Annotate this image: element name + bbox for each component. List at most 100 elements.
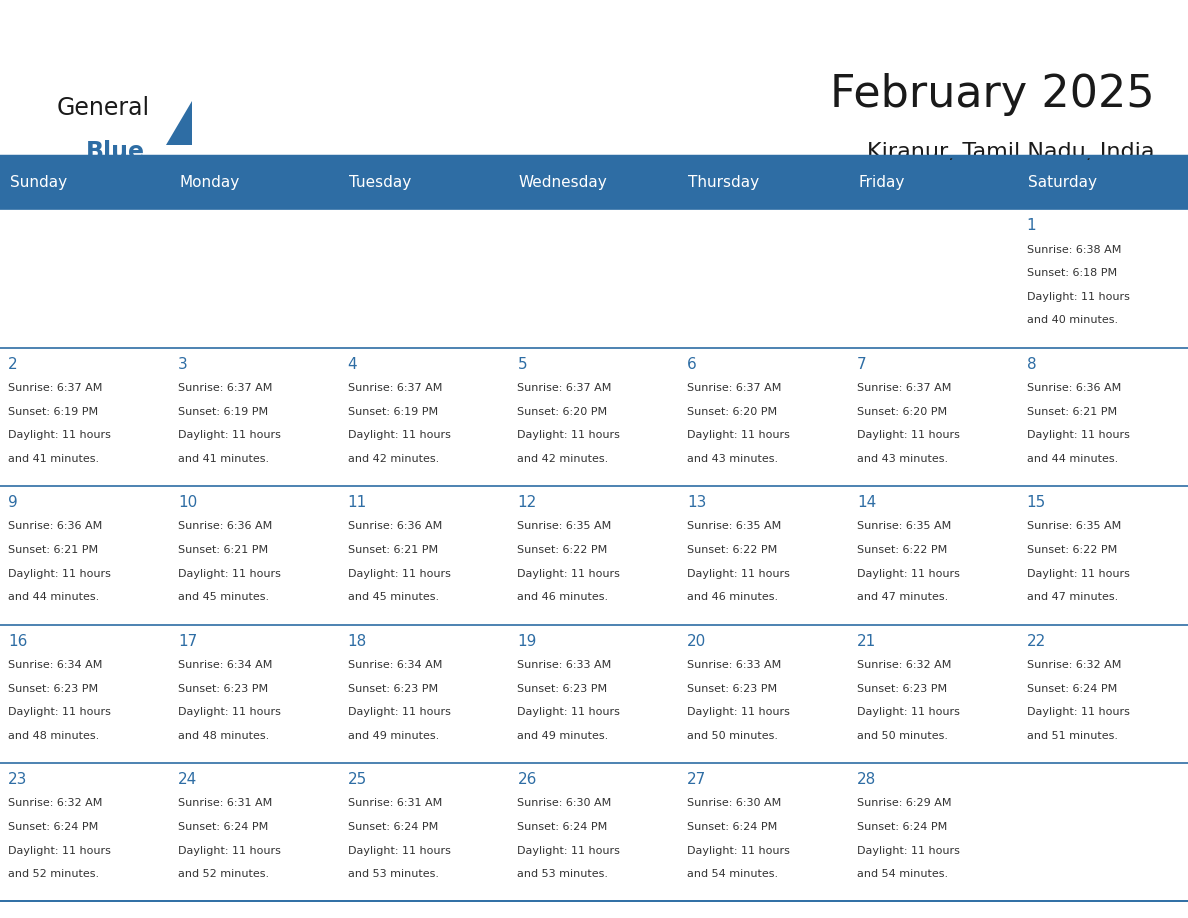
Text: Sunset: 6:24 PM: Sunset: 6:24 PM	[178, 822, 268, 832]
Text: 15: 15	[1026, 496, 1045, 510]
Text: Daylight: 11 hours: Daylight: 11 hours	[518, 568, 620, 578]
Text: Saturday: Saturday	[1028, 175, 1097, 190]
Text: Daylight: 11 hours: Daylight: 11 hours	[8, 568, 112, 578]
Text: Sunrise: 6:34 AM: Sunrise: 6:34 AM	[178, 660, 272, 670]
Text: Daylight: 11 hours: Daylight: 11 hours	[1026, 292, 1130, 302]
Text: Sunset: 6:24 PM: Sunset: 6:24 PM	[348, 822, 438, 832]
Text: 3: 3	[178, 357, 188, 372]
Text: and 43 minutes.: and 43 minutes.	[857, 453, 948, 464]
Text: Sunset: 6:21 PM: Sunset: 6:21 PM	[348, 545, 438, 555]
Bar	[0, 487, 1188, 624]
Text: Sunrise: 6:34 AM: Sunrise: 6:34 AM	[348, 660, 442, 670]
Text: 4: 4	[348, 357, 358, 372]
Text: Daylight: 11 hours: Daylight: 11 hours	[348, 431, 450, 441]
Text: 8: 8	[1026, 357, 1036, 372]
Text: and 48 minutes.: and 48 minutes.	[178, 731, 270, 741]
Text: 20: 20	[687, 633, 707, 649]
Text: Daylight: 11 hours: Daylight: 11 hours	[1026, 568, 1130, 578]
Text: Wednesday: Wednesday	[519, 175, 607, 190]
Text: 16: 16	[8, 633, 27, 649]
Text: Sunset: 6:22 PM: Sunset: 6:22 PM	[1026, 545, 1117, 555]
Text: and 46 minutes.: and 46 minutes.	[518, 592, 608, 602]
Text: 11: 11	[348, 496, 367, 510]
Text: Sunset: 6:21 PM: Sunset: 6:21 PM	[178, 545, 268, 555]
Text: Sunrise: 6:29 AM: Sunrise: 6:29 AM	[857, 799, 952, 809]
Text: and 45 minutes.: and 45 minutes.	[348, 592, 438, 602]
Text: Daylight: 11 hours: Daylight: 11 hours	[518, 431, 620, 441]
Text: Sunrise: 6:35 AM: Sunrise: 6:35 AM	[687, 521, 782, 532]
Text: Sunrise: 6:36 AM: Sunrise: 6:36 AM	[1026, 383, 1120, 393]
Text: Sunset: 6:22 PM: Sunset: 6:22 PM	[857, 545, 947, 555]
Text: and 54 minutes.: and 54 minutes.	[857, 869, 948, 879]
Text: Sunset: 6:22 PM: Sunset: 6:22 PM	[518, 545, 608, 555]
Text: 21: 21	[857, 633, 876, 649]
Bar	[0, 348, 1188, 487]
Text: Daylight: 11 hours: Daylight: 11 hours	[348, 845, 450, 856]
Text: 27: 27	[687, 772, 707, 788]
Text: Daylight: 11 hours: Daylight: 11 hours	[8, 707, 112, 717]
Bar	[0, 209, 1188, 348]
Text: Sunrise: 6:37 AM: Sunrise: 6:37 AM	[687, 383, 782, 393]
Text: 23: 23	[8, 772, 27, 788]
Text: and 52 minutes.: and 52 minutes.	[178, 869, 270, 879]
Text: Sunset: 6:21 PM: Sunset: 6:21 PM	[1026, 407, 1117, 417]
Text: Sunset: 6:23 PM: Sunset: 6:23 PM	[8, 684, 99, 693]
Text: 2: 2	[8, 357, 18, 372]
Text: Friday: Friday	[858, 175, 904, 190]
Text: Sunday: Sunday	[10, 175, 67, 190]
Text: and 53 minutes.: and 53 minutes.	[518, 869, 608, 879]
Text: Daylight: 11 hours: Daylight: 11 hours	[348, 707, 450, 717]
Text: and 42 minutes.: and 42 minutes.	[518, 453, 608, 464]
Text: Sunset: 6:24 PM: Sunset: 6:24 PM	[1026, 684, 1117, 693]
Text: 6: 6	[687, 357, 697, 372]
Text: Sunset: 6:19 PM: Sunset: 6:19 PM	[348, 407, 438, 417]
Text: Daylight: 11 hours: Daylight: 11 hours	[857, 431, 960, 441]
Text: Sunset: 6:23 PM: Sunset: 6:23 PM	[687, 684, 777, 693]
Text: Sunrise: 6:30 AM: Sunrise: 6:30 AM	[687, 799, 782, 809]
Text: Sunrise: 6:36 AM: Sunrise: 6:36 AM	[348, 521, 442, 532]
Text: and 52 minutes.: and 52 minutes.	[8, 869, 100, 879]
Text: and 49 minutes.: and 49 minutes.	[518, 731, 608, 741]
Text: and 50 minutes.: and 50 minutes.	[687, 731, 778, 741]
Text: Daylight: 11 hours: Daylight: 11 hours	[857, 707, 960, 717]
Text: Sunrise: 6:37 AM: Sunrise: 6:37 AM	[178, 383, 272, 393]
Bar	[0, 156, 1188, 209]
Text: 14: 14	[857, 496, 876, 510]
Text: Sunset: 6:20 PM: Sunset: 6:20 PM	[857, 407, 947, 417]
Text: Blue: Blue	[86, 140, 145, 164]
Text: Daylight: 11 hours: Daylight: 11 hours	[857, 845, 960, 856]
Bar	[0, 763, 1188, 901]
Bar	[0, 624, 1188, 763]
Text: Sunset: 6:19 PM: Sunset: 6:19 PM	[178, 407, 268, 417]
Text: Sunset: 6:19 PM: Sunset: 6:19 PM	[8, 407, 99, 417]
Text: 13: 13	[687, 496, 707, 510]
Text: Sunrise: 6:30 AM: Sunrise: 6:30 AM	[518, 799, 612, 809]
Text: Kiranur, Tamil Nadu, India: Kiranur, Tamil Nadu, India	[867, 142, 1155, 162]
Text: Daylight: 11 hours: Daylight: 11 hours	[1026, 431, 1130, 441]
Text: Daylight: 11 hours: Daylight: 11 hours	[348, 568, 450, 578]
Text: Daylight: 11 hours: Daylight: 11 hours	[687, 707, 790, 717]
Text: 28: 28	[857, 772, 876, 788]
Text: and 43 minutes.: and 43 minutes.	[687, 453, 778, 464]
Text: Sunset: 6:23 PM: Sunset: 6:23 PM	[518, 684, 607, 693]
Text: 9: 9	[8, 496, 18, 510]
Text: Monday: Monday	[179, 175, 240, 190]
Text: General: General	[57, 96, 150, 120]
Text: Sunrise: 6:36 AM: Sunrise: 6:36 AM	[8, 521, 102, 532]
Text: 26: 26	[518, 772, 537, 788]
Text: and 53 minutes.: and 53 minutes.	[348, 869, 438, 879]
Text: 10: 10	[178, 496, 197, 510]
Text: Sunset: 6:24 PM: Sunset: 6:24 PM	[8, 822, 99, 832]
Text: Sunset: 6:20 PM: Sunset: 6:20 PM	[687, 407, 777, 417]
Text: Daylight: 11 hours: Daylight: 11 hours	[687, 431, 790, 441]
Text: 17: 17	[178, 633, 197, 649]
Text: Sunrise: 6:35 AM: Sunrise: 6:35 AM	[518, 521, 612, 532]
Text: Thursday: Thursday	[688, 175, 759, 190]
Text: Daylight: 11 hours: Daylight: 11 hours	[178, 845, 280, 856]
Text: Sunrise: 6:38 AM: Sunrise: 6:38 AM	[1026, 244, 1121, 254]
Text: Sunset: 6:20 PM: Sunset: 6:20 PM	[518, 407, 607, 417]
Text: Sunrise: 6:31 AM: Sunrise: 6:31 AM	[348, 799, 442, 809]
Text: 5: 5	[518, 357, 527, 372]
Polygon shape	[166, 101, 192, 145]
Text: Sunrise: 6:36 AM: Sunrise: 6:36 AM	[178, 521, 272, 532]
